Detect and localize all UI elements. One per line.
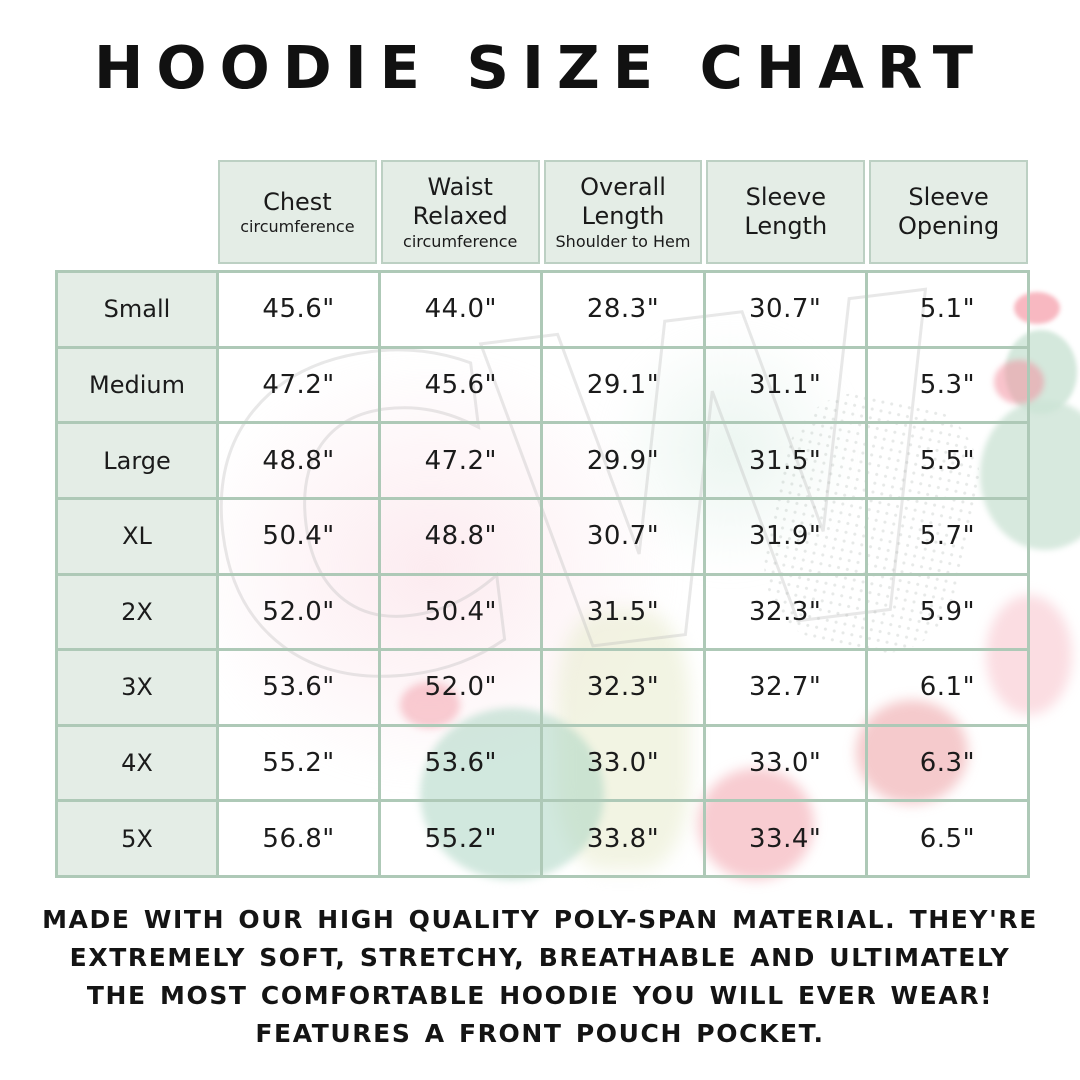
measurement-value-cell: 50.4" xyxy=(219,499,382,576)
measurement-value-cell: 32.3" xyxy=(705,575,868,652)
column-header-subtext: circumference xyxy=(240,217,355,237)
size-table-body: Small 45.6" 44.0" 28.3" 30.7" 5.1" Medium 47.2"… xyxy=(55,270,1030,878)
product-description: MADE WITH OUR HIGH QUALITY POLY-SPAN MAT… xyxy=(30,901,1050,1053)
measurement-value-cell: 5.3" xyxy=(867,348,1030,425)
measurement-value-cell: 53.6" xyxy=(381,726,544,803)
size-label-cell: XL xyxy=(58,499,219,576)
size-label-cell: 5X xyxy=(58,802,219,878)
measurement-value-cell: 45.6" xyxy=(381,348,544,425)
corner-blank-cell xyxy=(55,160,216,264)
measurement-value-cell: 55.2" xyxy=(219,726,382,803)
measurement-value-cell: 50.4" xyxy=(381,575,544,652)
column-header-sleeve-length: Sleeve Length xyxy=(706,160,866,264)
column-header-overall-length: Overall Length Shoulder to Hem xyxy=(543,160,703,264)
measurement-value-cell: 30.7" xyxy=(543,499,706,576)
measurement-value-cell: 33.0" xyxy=(705,726,868,803)
measurement-value-cell: 55.2" xyxy=(381,802,544,878)
column-header-label: Waist Relaxed xyxy=(412,173,508,230)
measurement-value-cell: 48.8" xyxy=(219,424,382,500)
measurement-value-cell: 6.5" xyxy=(867,802,1030,878)
size-label-cell: Medium xyxy=(58,348,219,425)
size-chart-table: Chest circumference Waist Relaxed circum… xyxy=(55,160,1030,878)
measurement-value-cell: 47.2" xyxy=(381,424,544,500)
size-label-cell: 3X xyxy=(58,651,219,727)
measurement-value-cell: 32.3" xyxy=(543,651,706,727)
description-line: EXTREMELY SOFT, STRETCHY, BREATHABLE AND… xyxy=(69,943,1011,972)
size-label-cell: 4X xyxy=(58,726,219,803)
column-header-label: Sleeve Length xyxy=(744,183,828,240)
measurement-value-cell: 31.9" xyxy=(705,499,868,576)
measurement-value-cell: 48.8" xyxy=(381,499,544,576)
column-header-sleeve-opening: Sleeve Opening xyxy=(869,160,1028,264)
measurement-value-cell: 30.7" xyxy=(705,273,868,349)
measurement-value-cell: 52.0" xyxy=(381,651,544,727)
measurement-value-cell: 33.8" xyxy=(543,802,706,878)
column-header-chest: Chest circumference xyxy=(218,160,377,264)
measurement-value-cell: 29.9" xyxy=(543,424,706,500)
measurement-value-cell: 6.3" xyxy=(867,726,1030,803)
size-label-cell: Large xyxy=(58,424,219,500)
measurement-value-cell: 31.5" xyxy=(543,575,706,652)
size-label-cell: 2X xyxy=(58,575,219,652)
column-header-label: Chest xyxy=(263,187,332,216)
measurement-value-cell: 5.1" xyxy=(867,273,1030,349)
measurement-value-cell: 45.6" xyxy=(219,273,382,349)
measurement-value-cell: 47.2" xyxy=(219,348,382,425)
column-header-subtext: Shoulder to Hem xyxy=(555,231,691,251)
page-title: HOODIE SIZE CHART xyxy=(94,33,986,102)
size-label-cell: Small xyxy=(58,273,219,349)
measurement-value-cell: 52.0" xyxy=(219,575,382,652)
measurement-value-cell: 44.0" xyxy=(381,273,544,349)
measurement-value-cell: 5.9" xyxy=(867,575,1030,652)
measurement-value-cell: 33.0" xyxy=(543,726,706,803)
measurement-value-cell: 5.5" xyxy=(867,424,1030,500)
column-header-subtext: circumference xyxy=(403,231,518,251)
measurement-value-cell: 31.5" xyxy=(705,424,868,500)
measurement-value-cell: 6.1" xyxy=(867,651,1030,727)
description-line: FEATURES A FRONT POUCH POCKET. xyxy=(255,1019,825,1048)
measurement-value-cell: 32.7" xyxy=(705,651,868,727)
measurement-value-cell: 5.7" xyxy=(867,499,1030,576)
measurement-value-cell: 31.1" xyxy=(705,348,868,425)
measurement-value-cell: 56.8" xyxy=(219,802,382,878)
measurement-value-cell: 53.6" xyxy=(219,651,382,727)
table-header-row: Chest circumference Waist Relaxed circum… xyxy=(55,160,1030,264)
measurement-value-cell: 33.4" xyxy=(705,802,868,878)
column-header-label: Overall Length xyxy=(580,173,666,230)
measurement-value-cell: 29.1" xyxy=(543,348,706,425)
description-line: MADE WITH OUR HIGH QUALITY POLY-SPAN MAT… xyxy=(42,905,1038,934)
column-header-waist: Waist Relaxed circumference xyxy=(380,160,540,264)
column-header-label: Sleeve Opening xyxy=(897,183,1000,240)
description-line: THE MOST COMFORTABLE HOODIE YOU WILL EVE… xyxy=(86,981,994,1010)
measurement-value-cell: 28.3" xyxy=(543,273,706,349)
